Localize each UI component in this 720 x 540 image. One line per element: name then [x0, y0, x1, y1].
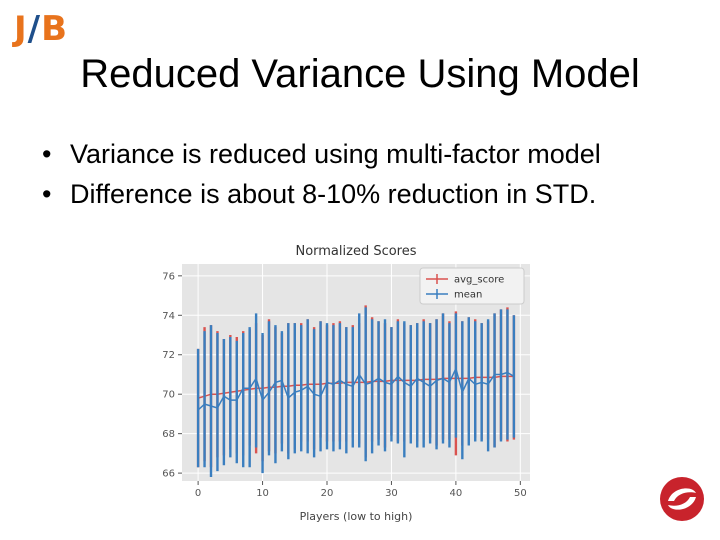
y-tick-label: 74: [162, 311, 175, 322]
legend-box: [419, 267, 525, 305]
slide-title: Reduced Variance Using Model: [80, 52, 640, 96]
y-tick-label: 66: [162, 469, 175, 480]
x-tick-label: 10: [256, 488, 269, 499]
logo-slash: /: [27, 9, 42, 49]
x-tick-label: 50: [514, 488, 527, 499]
y-tick-label: 76: [162, 271, 175, 282]
normalized-scores-chart: Normalized Scores 66 68 70 72 74 76 0 10 20 30 40 5…: [120, 232, 550, 532]
legend-label-mean: mean: [454, 290, 482, 301]
x-axis-label: Players (low to high): [300, 510, 413, 523]
x-tick-label: 40: [450, 488, 463, 499]
x-tick-label: 0: [195, 488, 201, 499]
y-tick-label: 70: [162, 390, 175, 401]
brand-badge-icon: [660, 477, 704, 521]
y-tick-label: 72: [162, 350, 175, 361]
mean-line: [197, 366, 515, 411]
bullet-list: Variance is reduced using multi-factor m…: [42, 134, 601, 214]
logo-letter-j: J: [14, 9, 28, 49]
bullet-item: Difference is about 8-10% reduction in S…: [42, 174, 601, 214]
y-tick-label: 68: [162, 429, 175, 440]
chart-title: Normalized Scores: [295, 244, 416, 259]
bullet-item: Variance is reduced using multi-factor m…: [42, 134, 601, 174]
company-logo: J/B: [14, 12, 68, 46]
series-mean: [196, 307, 516, 478]
series-group: [196, 305, 516, 478]
logo-letter-b: B: [41, 9, 68, 49]
legend-label-avg_score: avg_score: [454, 275, 504, 286]
x-tick-label: 20: [321, 488, 334, 499]
axis-ticks: 66 68 70 72 74 76 0 10 20 30 40 50: [162, 271, 526, 499]
x-tick-label: 30: [385, 488, 398, 499]
corner-brand-badge: [658, 475, 706, 528]
